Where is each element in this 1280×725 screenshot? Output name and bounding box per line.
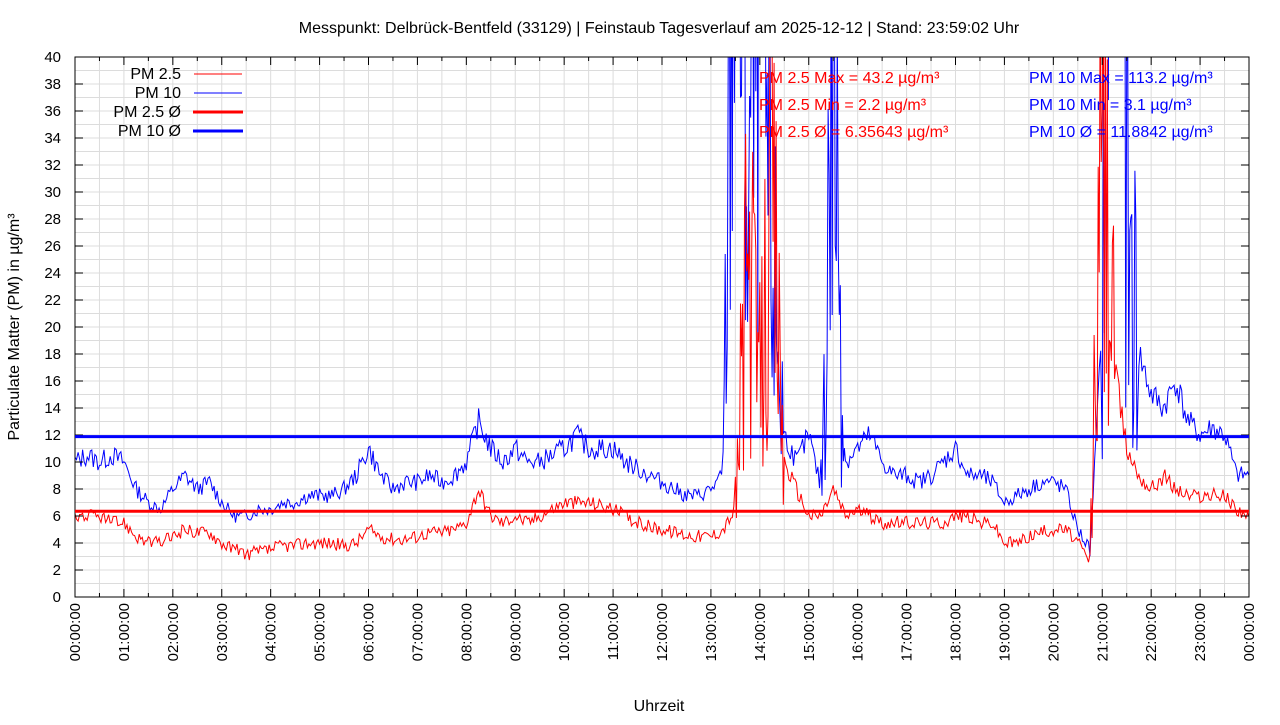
y-tick-label: 18 xyxy=(44,346,61,363)
y-tick-label: 4 xyxy=(53,535,61,552)
x-tick-label: 18:00:00 xyxy=(948,603,965,661)
legend-label-pm10: PM 10 xyxy=(135,85,181,102)
y-tick-label: 34 xyxy=(44,130,61,147)
x-tick-label: 20:00:00 xyxy=(1045,603,1062,661)
chart-title: Messpunkt: Delbrück-Bentfeld (33129) | F… xyxy=(299,20,1020,37)
stats-annotations: PM 2.5 Max = 43.2 µg/m³ PM 2.5 Min = 2.2… xyxy=(759,70,1213,141)
y-tick-label: 38 xyxy=(44,76,61,93)
grid xyxy=(75,57,1249,597)
y-tick-label: 16 xyxy=(44,373,61,390)
series-line-pm25 xyxy=(75,57,1249,563)
x-tick-label: 01:00:00 xyxy=(116,603,133,661)
y-tick-label: 24 xyxy=(44,265,61,282)
y-tick-label: 30 xyxy=(44,184,61,201)
x-tick-label: 05:00:00 xyxy=(312,603,329,661)
y-tick-label: 0 xyxy=(53,589,61,606)
legend-label-pm25: PM 2.5 xyxy=(130,66,181,83)
y-tick-label: 28 xyxy=(44,211,61,228)
y-tick-label: 20 xyxy=(44,319,61,336)
pm10-min-label: PM 10 Min = 3.1 µg/m³ xyxy=(1029,97,1192,114)
series-line-pm10 xyxy=(75,57,1249,557)
x-tick-label: 00:00:00 xyxy=(1241,603,1258,661)
y-tick-label: 12 xyxy=(44,427,61,444)
x-tick-label: 09:00:00 xyxy=(507,603,524,661)
pm25-min-label: PM 2.5 Min = 2.2 µg/m³ xyxy=(759,97,927,114)
x-tick-label: 03:00:00 xyxy=(214,603,231,661)
x-tick-label: 06:00:00 xyxy=(361,603,378,661)
y-tick-label: 36 xyxy=(44,103,61,120)
average-lines xyxy=(75,435,1249,513)
x-tick-label: 15:00:00 xyxy=(801,603,818,661)
x-tick-label: 00:00:00 xyxy=(67,603,84,661)
x-tick-label: 19:00:00 xyxy=(996,603,1013,661)
y-tick-label: 22 xyxy=(44,292,61,309)
x-tick-label: 17:00:00 xyxy=(899,603,916,661)
x-tick-label: 12:00:00 xyxy=(654,603,671,661)
y-tick-label: 8 xyxy=(53,481,61,498)
pm10-avg-label: PM 10 Ø = 11.8842 µg/m³ xyxy=(1029,124,1213,141)
legend-label-pm10-avg: PM 10 Ø xyxy=(118,123,181,140)
x-tick-label: 04:00:00 xyxy=(263,603,280,661)
x-tick-label: 16:00:00 xyxy=(850,603,867,661)
series-lines xyxy=(75,57,1249,563)
pm25-max-label: PM 2.5 Max = 43.2 µg/m³ xyxy=(759,70,940,87)
y-axis-label: Particulate Matter (PM) in µg/m³ xyxy=(6,213,23,441)
y-tick-label: 10 xyxy=(44,454,61,471)
x-tick-label: 23:00:00 xyxy=(1192,603,1209,661)
axis-ticks: 024681012141618202224262830323436384000:… xyxy=(44,49,1258,661)
x-tick-label: 22:00:00 xyxy=(1143,603,1160,661)
x-tick-label: 08:00:00 xyxy=(458,603,475,661)
x-tick-label: 11:00:00 xyxy=(605,603,622,660)
x-tick-label: 07:00:00 xyxy=(409,603,426,661)
legend-label-pm25-avg: PM 2.5 Ø xyxy=(113,104,181,121)
x-tick-label: 14:00:00 xyxy=(752,603,769,661)
pm25-avg-label: PM 2.5 Ø = 6.35643 µg/m³ xyxy=(759,124,949,141)
y-tick-label: 40 xyxy=(44,49,61,66)
y-tick-label: 32 xyxy=(44,157,61,174)
y-tick-label: 26 xyxy=(44,238,61,255)
x-tick-label: 13:00:00 xyxy=(703,603,720,661)
y-tick-label: 6 xyxy=(53,508,61,525)
x-tick-label: 02:00:00 xyxy=(165,603,182,661)
y-tick-label: 14 xyxy=(44,400,61,417)
x-tick-label: 21:00:00 xyxy=(1094,603,1111,661)
y-tick-label: 2 xyxy=(53,562,61,579)
pm10-max-label: PM 10 Max = 113.2 µg/m³ xyxy=(1029,70,1213,87)
x-tick-label: 10:00:00 xyxy=(556,603,573,661)
legend: PM 2.5 PM 10 PM 2.5 Ø PM 10 Ø xyxy=(113,66,243,140)
x-axis-label: Uhrzeit xyxy=(634,698,685,715)
